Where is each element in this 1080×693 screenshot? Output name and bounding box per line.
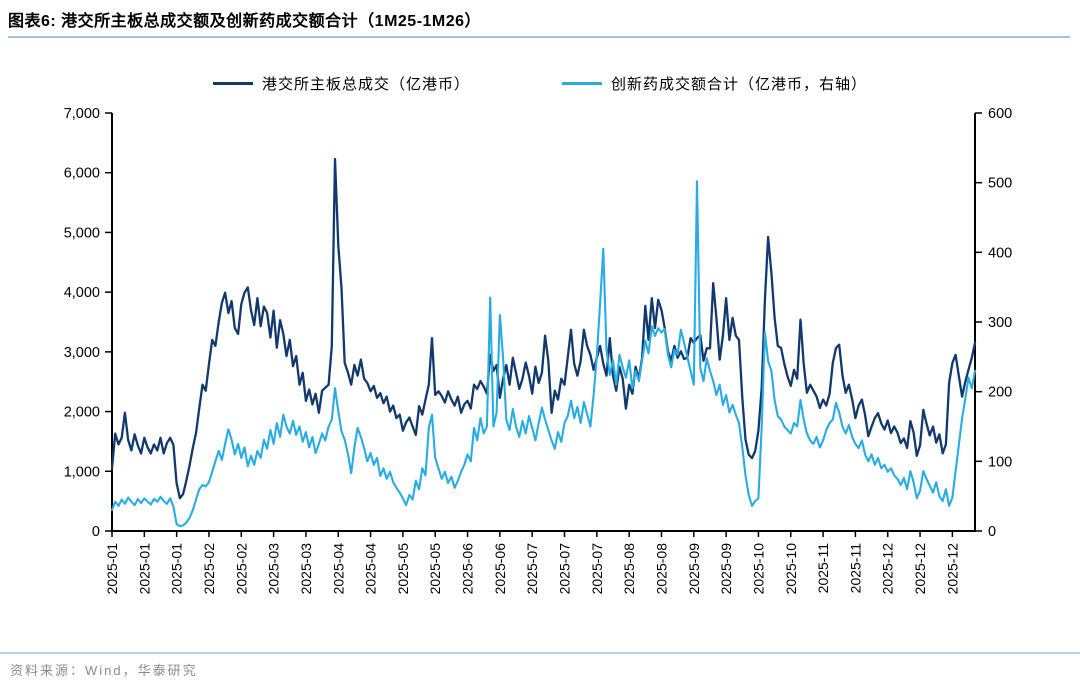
- y-axis-right-label: 300: [988, 315, 1012, 331]
- y-axis-right-label: 600: [988, 106, 1012, 122]
- chart-legend: 港交所主板总成交（亿港币） 创新药成交额合计（亿港币，右轴）: [0, 70, 1080, 96]
- x-axis-label: 2025-09: [718, 543, 734, 595]
- x-axis-label: 2025-07: [589, 543, 605, 595]
- main-board-series-line: [110, 157, 977, 500]
- y-axis-right-label: 100: [988, 454, 1012, 470]
- x-axis-label: 2025-02: [201, 543, 217, 595]
- x-axis-label: 2025-08: [621, 543, 637, 595]
- y-axis-left-label: 0: [92, 524, 100, 540]
- figure-title: 图表6: 港交所主板总成交额及创新药成交额合计（1M25-1M26）: [8, 13, 482, 30]
- x-axis-label: 2025-09: [686, 543, 702, 595]
- x-axis-label: 2025-05: [395, 543, 411, 595]
- x-axis-label: 2025-12: [880, 543, 896, 595]
- legend-label-innovative-drug: 创新药成交额合计（亿港币，右轴）: [611, 75, 868, 93]
- y-axis-right-label: 400: [988, 245, 1012, 261]
- x-axis-label: 2025-08: [653, 543, 669, 595]
- y-axis-left-label: 5,000: [64, 225, 100, 241]
- x-axis-label: 2025-10: [750, 543, 766, 595]
- x-axis-label: 2025-03: [266, 543, 282, 595]
- y-axis-left-label: 2,000: [64, 405, 100, 421]
- y-axis-left-label: 1,000: [64, 464, 100, 480]
- main-board-legend-line: [212, 81, 253, 85]
- y-axis-left-label: 6,000: [64, 166, 100, 182]
- x-axis-label: 2025-11: [815, 543, 831, 594]
- figure-footer: 资料来源：Wind，华泰研究: [0, 652, 1080, 680]
- x-axis-label: 2025-03: [298, 543, 314, 595]
- figure-header: 图表6: 港交所主板总成交额及创新药成交额合计（1M25-1M26）: [0, 0, 1080, 38]
- dual-axis-line-chart: 0 1,000 2,000 3,000 4,000 5,000 6,000 7,000 0 100…: [64, 106, 1013, 595]
- y-axis-left-label: 7,000: [64, 106, 100, 122]
- y-axis-left-label: 4,000: [64, 285, 100, 301]
- x-axis-label: 2025-04: [363, 543, 379, 595]
- innovative-drug-series-line: [110, 180, 977, 528]
- x-axis-label: 2025-06: [492, 543, 508, 595]
- y-axis-left-label: 3,000: [64, 345, 100, 361]
- x-axis-label: 2025-10: [783, 543, 799, 595]
- x-axis-label: 2025-07: [524, 543, 540, 595]
- x-axis-label: 2025-04: [330, 543, 346, 595]
- legend-label-main-board: 港交所主板总成交（亿港币）: [261, 75, 470, 93]
- x-axis-label: 2025-11: [847, 543, 863, 594]
- x-axis-label: 2025-07: [557, 543, 573, 595]
- legend-item-main-board: 港交所主板总成交（亿港币）: [212, 73, 470, 94]
- legend-item-innovative-drug: 创新药成交额合计（亿港币，右轴）: [562, 73, 867, 94]
- x-axis-label: 2025-12: [944, 543, 960, 595]
- x-axis-label: 2025-01: [136, 543, 152, 595]
- x-axis-label: 2025-06: [460, 543, 476, 595]
- x-axis-label: 2025-01: [169, 543, 185, 595]
- x-axis-label: 2025-12: [912, 543, 928, 595]
- x-axis-label: 2025-01: [104, 543, 120, 595]
- y-axis-right-label: 500: [988, 176, 1012, 192]
- innovative-drug-legend-line: [562, 81, 602, 85]
- x-axis-label: 2025-05: [427, 543, 443, 595]
- y-axis-right-label: 200: [988, 385, 1012, 401]
- source-text: 资料来源：Wind，华泰研究: [10, 663, 198, 678]
- y-axis-right-label: 0: [988, 524, 996, 540]
- x-axis-label: 2025-02: [233, 543, 249, 595]
- title-divider: [8, 36, 1070, 38]
